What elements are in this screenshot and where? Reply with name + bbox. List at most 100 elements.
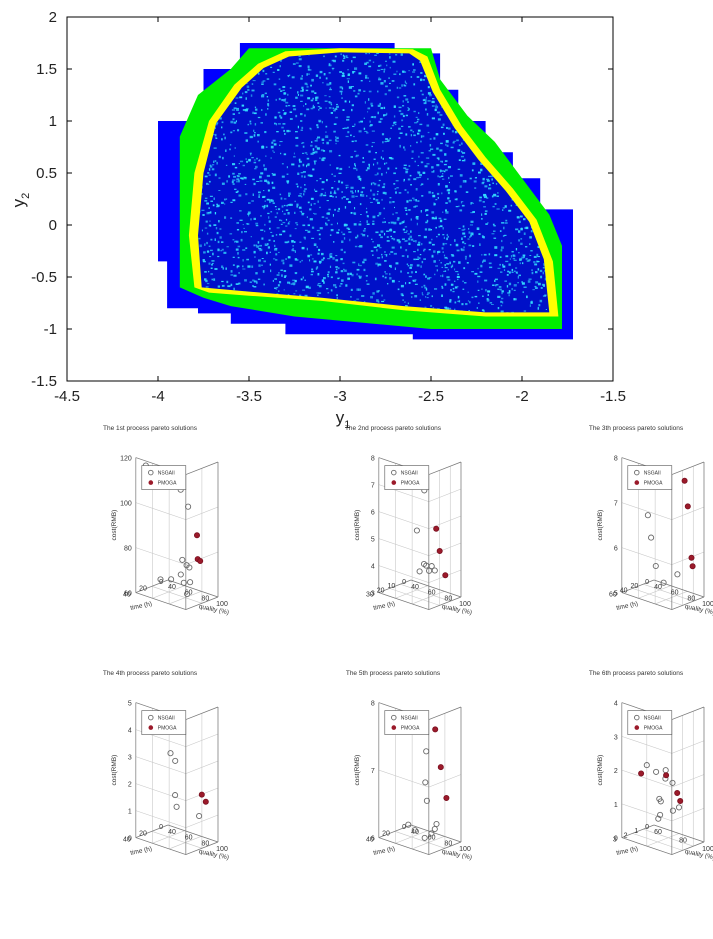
speckle (454, 190, 457, 193)
speckle (519, 109, 521, 112)
speckle (322, 82, 324, 84)
speckle (254, 168, 257, 170)
speckle (454, 301, 457, 304)
speckle (469, 301, 471, 304)
speckle (316, 126, 319, 129)
speckle (206, 283, 210, 285)
speckle (520, 238, 523, 240)
speckle (370, 102, 373, 106)
speckle (204, 278, 207, 281)
speckle (455, 243, 459, 247)
speckle (337, 267, 340, 270)
speckle (346, 116, 350, 118)
speckle (538, 87, 542, 90)
speckle (368, 98, 370, 101)
speckle (359, 275, 362, 278)
speckle (343, 57, 346, 59)
speckle (358, 121, 360, 124)
speckle (242, 249, 246, 251)
speckle (202, 259, 205, 262)
speckle (423, 102, 427, 105)
speckle (486, 65, 488, 68)
speckle (499, 101, 503, 103)
speckle (450, 265, 453, 269)
speckle (218, 155, 221, 159)
speckle (392, 60, 396, 63)
speckle (328, 139, 332, 142)
speckle (435, 265, 438, 267)
speckle (383, 217, 385, 219)
speckle (488, 262, 492, 265)
speckle (242, 259, 244, 262)
speckle (413, 206, 417, 208)
speckle (377, 257, 381, 259)
speckle (468, 244, 472, 247)
speckle (262, 69, 265, 73)
speckle (394, 188, 397, 190)
speckle (533, 255, 537, 258)
speckle (298, 54, 301, 57)
speckle (399, 87, 402, 89)
speckle (236, 180, 238, 183)
legend-marker-nsgaii (148, 714, 154, 721)
speckle (406, 230, 408, 232)
speckle (544, 141, 548, 143)
speckle (436, 192, 440, 195)
speckle (384, 260, 387, 262)
speckle (285, 105, 288, 107)
speckle (284, 98, 287, 100)
speckle (365, 52, 368, 55)
speckle (301, 175, 303, 178)
speckle (357, 92, 360, 95)
nsgaii-point (168, 576, 175, 583)
speckle (239, 160, 244, 163)
speckle (296, 203, 299, 207)
grid-line (378, 565, 429, 583)
speckle (532, 65, 536, 67)
speckle (410, 292, 414, 295)
subplot-title: The 1st process pareto solutions (103, 425, 198, 432)
speckle (318, 260, 322, 263)
speckle (493, 193, 497, 197)
speckle (484, 95, 488, 97)
speckle (499, 256, 502, 258)
speckle (418, 257, 421, 260)
speckle (483, 206, 486, 208)
speckle (245, 193, 248, 196)
speckle (235, 191, 238, 193)
speckle (350, 186, 354, 189)
speckle (423, 284, 426, 287)
speckle (398, 192, 402, 194)
speckle (465, 258, 467, 260)
nsgaii-point (669, 779, 676, 786)
speckle (526, 260, 530, 262)
speckle (283, 129, 285, 132)
y-axis-label: time (h) (616, 845, 639, 856)
legend-label-pmoga: PMOGA (401, 726, 420, 732)
speckle (344, 127, 348, 129)
speckle (380, 68, 384, 70)
legend-label-pmoga: PMOGA (644, 726, 663, 732)
nsgaii-point (643, 762, 650, 769)
speckle (502, 89, 505, 92)
speckle (250, 236, 252, 238)
speckle (494, 97, 496, 100)
axis-frame (621, 592, 672, 610)
speckle (470, 234, 472, 237)
speckle (405, 282, 407, 285)
speckle (248, 214, 250, 217)
speckle (503, 269, 506, 271)
speckle (224, 216, 227, 219)
speckle (273, 151, 275, 153)
speckle (447, 268, 449, 271)
speckle (209, 256, 212, 258)
speckle (209, 195, 213, 197)
speckle (452, 287, 455, 290)
speckle (279, 281, 282, 284)
x-tick-label: 40 (654, 584, 662, 591)
speckle (449, 300, 452, 303)
speckle (343, 237, 346, 240)
speckle (407, 255, 409, 258)
speckle (410, 145, 412, 147)
speckle (384, 68, 386, 71)
